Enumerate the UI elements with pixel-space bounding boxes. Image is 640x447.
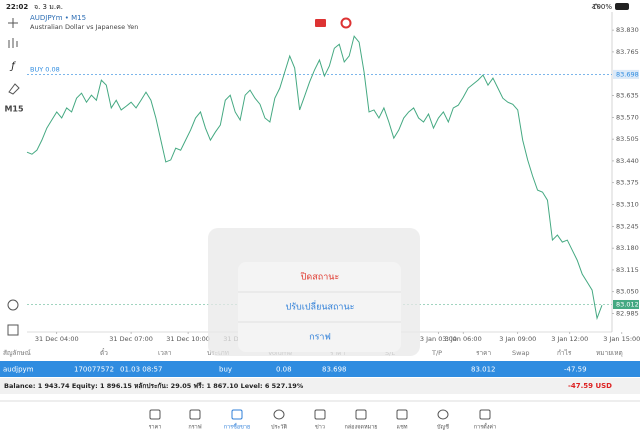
status-battery: 100% [592,3,612,11]
row-cell: 0.08 [276,366,292,374]
price-line [26,35,603,321]
flag-jp [340,17,352,29]
tab-icon [231,409,243,420]
y-tick-label: 83.375 [616,179,639,187]
popup [238,262,401,352]
column-header: ราคา [476,349,491,357]
bid-price-box [613,299,639,309]
x-tick-label: 31 Dec 04:00 [35,335,79,343]
tab-label[interactable]: การตั้งค่า [474,423,496,431]
popup-close[interactable]: ปิดสถานะ [301,272,340,283]
tab-label[interactable]: ข่าว [315,425,325,431]
y-tick-label: 83.115 [616,266,639,274]
chart-type-tool[interactable] [8,38,18,48]
buy-price-box [613,69,639,79]
column-header: หมายเหตุ [596,349,623,357]
buy-line-label: BUY 0.08 [30,65,60,73]
column-header: ตั๋ว [100,348,108,357]
tab-label[interactable]: การซื้อขาย [224,423,250,431]
row-cell: 170077572 [74,366,114,374]
tab-icon [149,409,161,420]
timeframe[interactable]: M15 [4,105,24,114]
add-tool[interactable] [7,324,19,336]
chart-symbol: AUDJPYm • M15 [30,14,86,22]
x-tick-label: 3 Jan 15:00 [603,335,640,343]
row-cell: buy [219,366,232,374]
x-tick-label: 3 Jan 03:00 [420,335,457,343]
x-tick-label: 31 Dec 10:00 [166,335,210,343]
summary-text: Balance: 1 943.74 Equity: 1 896.15 หลักป… [4,382,304,390]
tab-label[interactable]: กล่องจดหมาย [344,425,377,431]
tab-bar: ราคา กราฟ การซื้อขาย ประวัติ ข่าว กล่องจดหมาย… [149,409,496,431]
column-header: สัญลักษณ์ [3,349,31,357]
y-tick-label: 83.830 [616,26,639,34]
tab-icon [396,409,408,420]
summary-profit: -47.59 USD [568,382,612,390]
price-chart: 83.830 83.765 83.635 83.570 83.505 83.440 83.3… [26,12,640,343]
tab-label[interactable]: แชท [397,424,408,431]
row-cell: -47.59 [564,366,587,374]
indicator-tool[interactable]: ƒ [9,61,16,72]
tab-label[interactable]: ราคา [149,425,162,431]
position-row[interactable] [0,361,640,377]
y-tick-label: 83.180 [616,244,639,252]
y-tick-label: 83.440 [616,157,639,165]
popup-chart[interactable]: กราฟ [309,333,331,343]
column-header: กำไร [557,349,572,357]
position-row-cells: audjpym 170077572 01.03 08:57 buy 0.08 83.698… [3,366,587,374]
tab-icon [479,409,491,420]
y-tick-label: 83.050 [616,288,639,296]
row-cell: audjpym [3,366,34,374]
tab-icon [273,409,285,420]
flag-au [315,19,326,27]
row-cell: 83.012 [471,366,496,374]
tab-label[interactable]: กราฟ [188,424,201,431]
battery-icon [615,3,629,10]
column-header: T/P [431,349,442,357]
y-tick-label: 83.310 [616,201,639,209]
status-time: 22:02 [6,3,28,11]
left-toolbar: ƒ M15 [4,18,24,336]
x-tick-label: 3 Jan 06:00 [445,335,482,343]
chart-description: Australian Dollar vs Japanese Yen [30,23,138,31]
tab-icon [355,409,367,420]
column-header: Swap [512,349,530,357]
tab-icon [189,409,201,420]
x-tick-label: 31 Dec 07:00 [109,335,153,343]
y-tick-label: 83.635 [616,92,639,100]
summary-bg [0,378,640,394]
buy-price-label: 83.698 [616,70,639,78]
x-tick-label: 3 Jan 12:00 [551,335,588,343]
y-tick-label: 83.570 [616,113,639,121]
tab-icon [314,409,326,420]
column-header: เวลา [158,349,172,357]
bid-price-label: 83.012 [616,300,639,308]
x-tick-label: 3 Jan 09:00 [499,335,536,343]
y-tick-label: 83.505 [616,135,639,143]
trade-tool[interactable] [7,299,19,311]
row-cell: 83.698 [322,366,347,374]
tab-label[interactable]: ประวัติ [271,424,287,431]
tab-label[interactable]: บัญชี [437,424,449,431]
row-cell: 01.03 08:57 [120,366,162,374]
y-tick-label: 82.985 [616,310,639,318]
popup-modify[interactable]: ปรับเปลี่ยนสถานะ [286,300,355,313]
tab-icon [437,409,449,420]
status-date: จ. 3 ม.ค. [34,3,63,11]
crosshair-tool[interactable] [8,18,18,28]
wifi-icon [591,3,601,9]
y-tick-label: 83.245 [616,222,639,230]
objects-tool[interactable] [8,83,20,95]
y-tick-label: 83.765 [616,48,639,56]
